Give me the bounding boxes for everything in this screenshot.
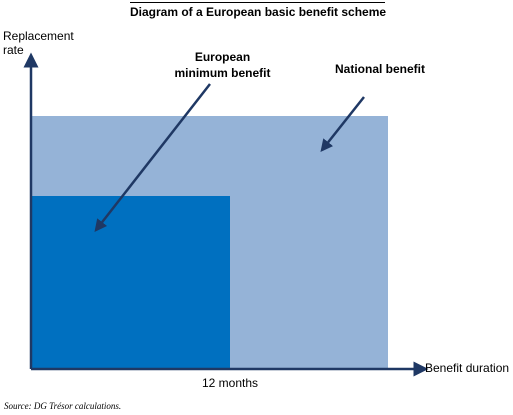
x-tick-12-months: 12 months: [201, 376, 259, 390]
national-benefit-label: National benefit: [335, 62, 426, 76]
national-benefit-pointer-arrow: [320, 96, 365, 152]
european-benefit-pointer-arrow: [94, 83, 211, 232]
source-note: Source: DG Trésor calculations.: [4, 401, 122, 411]
european-label-line-2: minimum benefit: [174, 66, 271, 80]
x-axis-label: Benefit duration: [425, 361, 510, 375]
y-axis-label-line-1: Replacement: [3, 29, 74, 43]
y-axis-label: Replacement rate: [3, 29, 93, 57]
european-minimum-benefit-label: European minimum benefit: [160, 49, 285, 81]
european-minimum-benefit-area: [31, 196, 230, 369]
diagram-title: Diagram of a European basic benefit sche…: [130, 2, 386, 19]
y-axis-label-line-2: rate: [3, 43, 24, 57]
european-label-line-1: European: [194, 50, 251, 64]
